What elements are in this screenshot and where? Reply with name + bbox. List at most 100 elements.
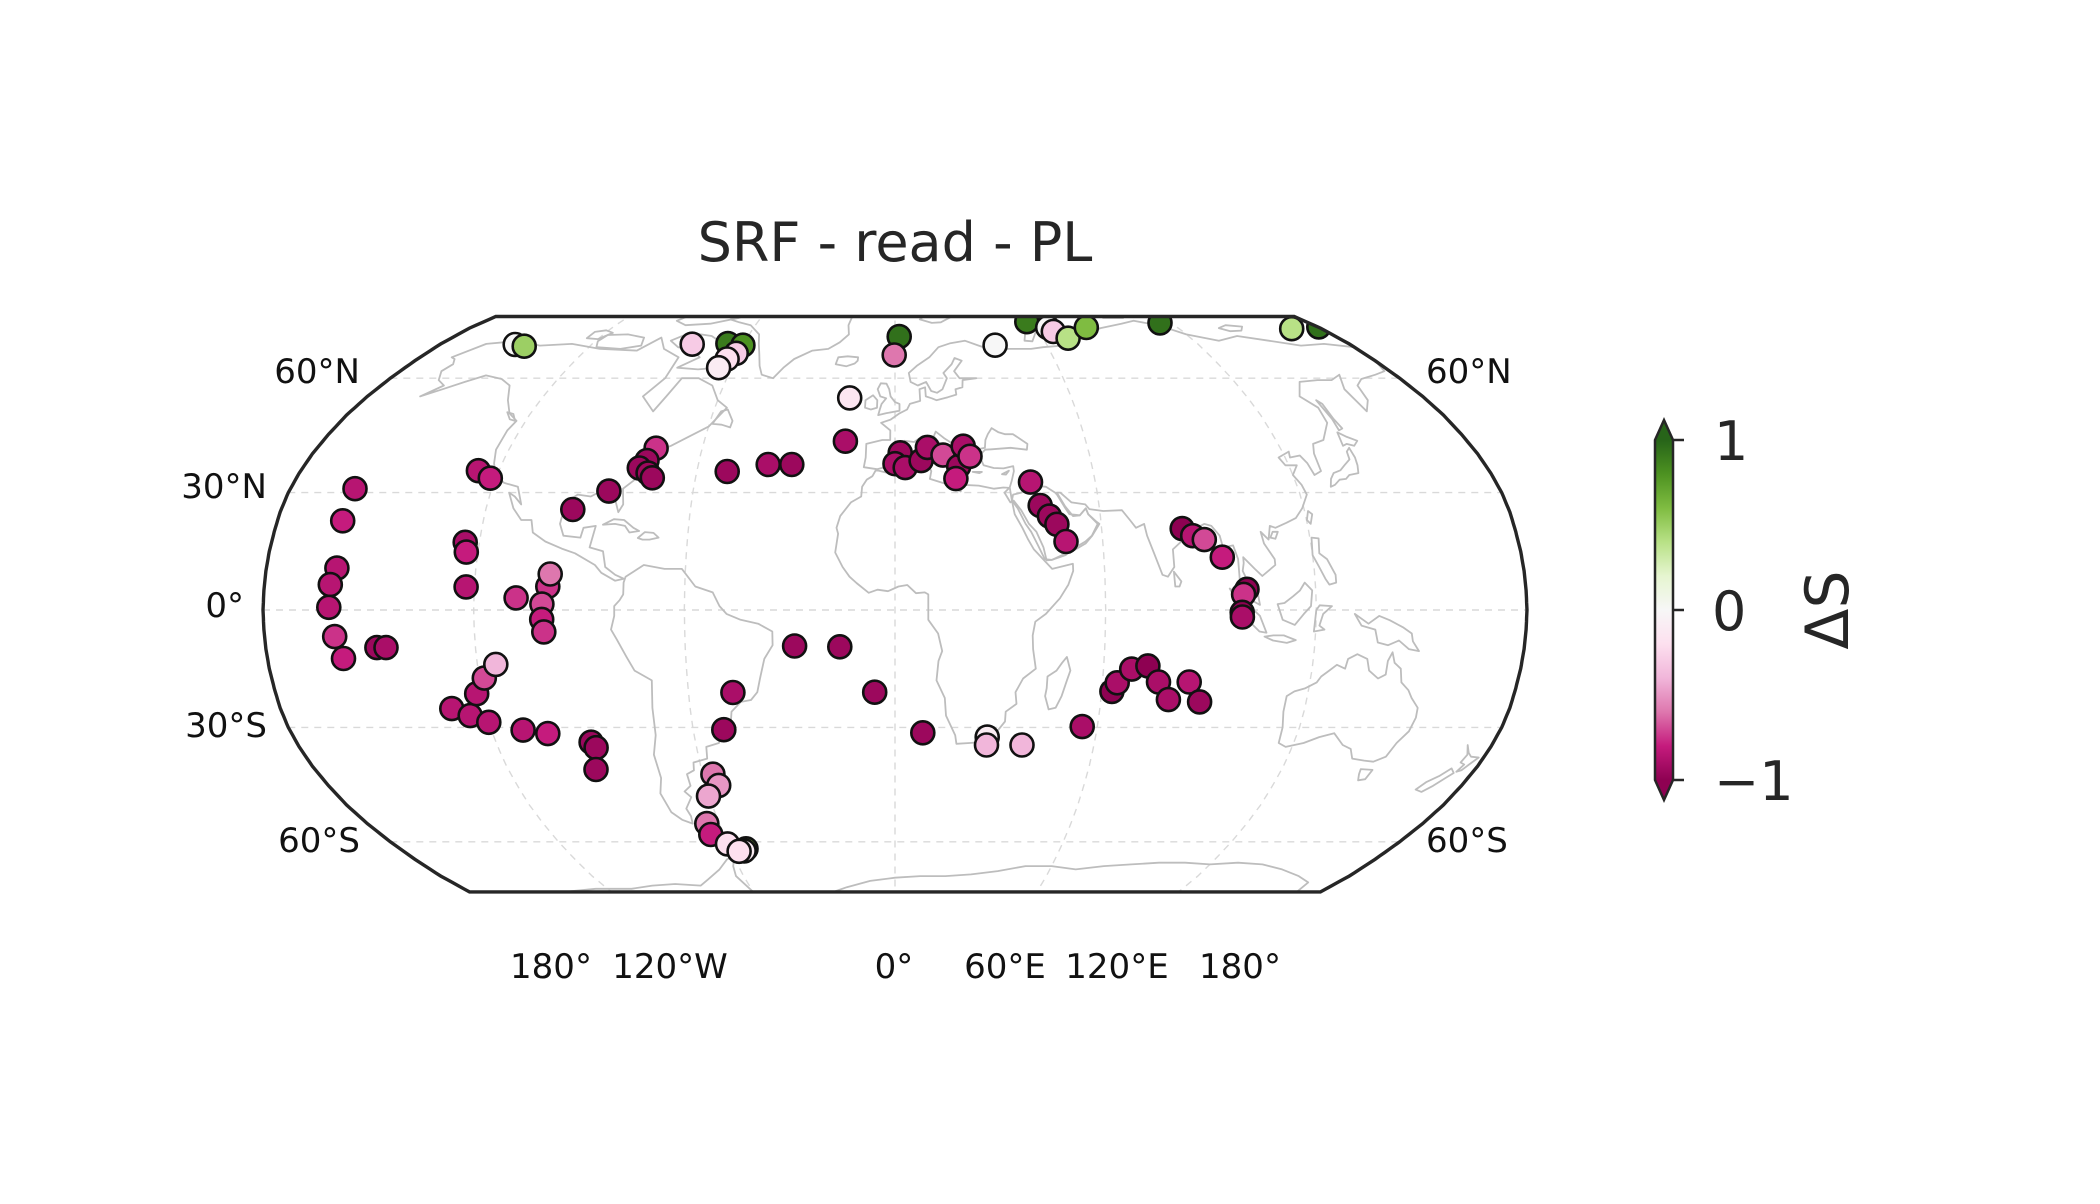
data-point-53 (559, 496, 586, 523)
data-point-85 (710, 716, 737, 743)
lon-label-0: 0° (875, 947, 914, 987)
latitude-labels: 60°N 30°N 0° 30°S 60°S 60°N 60°S (181, 352, 1511, 861)
lon-label-180-right: 180° (1199, 947, 1281, 987)
coastline-victoria-is (595, 333, 645, 350)
coastline-japan (1329, 446, 1360, 488)
data-point-55 (477, 465, 504, 492)
coastline-eurasia (862, 319, 1386, 606)
coastline-java (1263, 634, 1297, 644)
data-point-68 (315, 594, 342, 621)
data-point-69 (321, 623, 348, 650)
lat-label-60n-right: 60°N (1426, 352, 1512, 392)
data-point-60 (503, 585, 529, 611)
data-point-86 (720, 679, 746, 706)
data-point-2 (679, 331, 706, 358)
data-point-95 (726, 838, 752, 865)
data-point-39 (1209, 544, 1236, 571)
colorbar-tick-label-1: 1 (1714, 410, 1748, 473)
data-point-83 (583, 734, 609, 761)
colorbar-label: ΔS (1793, 570, 1863, 649)
lat-label-60s-right: 60°S (1426, 821, 1508, 861)
lon-label-180-left: 180° (510, 947, 592, 987)
coastline-north-america (419, 336, 728, 582)
data-point-65 (329, 507, 356, 534)
data-point-15 (1073, 316, 1100, 341)
coastline-hokkaido (1336, 431, 1359, 447)
data-point-67 (317, 571, 344, 598)
coastline-philippines (1310, 536, 1338, 586)
colorbar-gradient (1655, 440, 1673, 780)
coastline-vancouver (506, 411, 516, 422)
data-point-72 (373, 634, 399, 661)
colorbar-tick-label-0: 0 (1712, 580, 1746, 643)
coastline-madagascar (1044, 656, 1072, 711)
data-point-101 (973, 732, 1000, 758)
coastline-tasmania (1357, 768, 1374, 782)
meridian--60 (683, 316, 784, 892)
data-point-78 (482, 651, 509, 678)
data-point-51 (778, 451, 805, 478)
longitude-labels: 180° 120°W 0° 60°E 120°E 180° (510, 947, 1281, 987)
lat-label-60s-left: 60°S (278, 821, 360, 861)
meridian-60 (1006, 316, 1107, 892)
data-point-20 (832, 428, 859, 455)
data-point-110 (1155, 686, 1182, 713)
coastline-new-guinea (1353, 613, 1420, 652)
data-point-19 (836, 385, 863, 411)
data-point-64 (342, 475, 368, 502)
coastline-cyprus (1001, 469, 1010, 476)
data-point-10 (982, 332, 1008, 359)
coastlines (419, 316, 1480, 892)
coastline-antarctica (488, 853, 1310, 892)
coastline-taiwan (1306, 510, 1314, 525)
data-point-79 (475, 709, 502, 736)
graticule (263, 316, 1527, 892)
coastline-hispaniola (636, 531, 660, 541)
coastline-ireland (864, 394, 879, 411)
coastline-greenland (729, 316, 855, 380)
coastline-new-zealand-s (1414, 767, 1455, 793)
coastline-newfoundland (711, 408, 734, 429)
data-point-109 (1176, 669, 1202, 695)
coastline-uk (876, 382, 901, 416)
lon-label-120e: 120°E (1065, 947, 1168, 987)
coastline-sakhalin (1315, 399, 1344, 432)
data-point-70 (330, 645, 357, 672)
coastline-africa (834, 463, 1075, 745)
globe-outline (261, 314, 1529, 894)
data-point-81 (534, 720, 561, 747)
data-point-63 (530, 619, 557, 645)
lon-label-60e: 60°E (964, 947, 1046, 987)
data-point-73 (453, 574, 479, 600)
lat-label-60n-left: 60°N (274, 352, 360, 392)
data-point-31 (1017, 469, 1044, 495)
data-point-98 (861, 679, 888, 706)
coastline-hainan (1269, 530, 1279, 540)
meridian--120 (472, 316, 672, 892)
data-point-89 (695, 783, 722, 809)
coastline-crete (971, 471, 983, 474)
data-point-7 (705, 354, 732, 381)
data-points (315, 316, 1332, 865)
data-point-96 (781, 633, 808, 659)
data-point-99 (909, 719, 936, 746)
data-point-111 (1186, 689, 1213, 715)
data-point-29 (957, 443, 983, 470)
data-point-102 (1009, 732, 1035, 758)
data-point-49 (714, 458, 741, 485)
chart-title: SRF - read - PL (698, 211, 1093, 274)
lon-label-120w: 120°W (612, 947, 728, 987)
coastline-sulawesi (1313, 604, 1333, 633)
data-point-59 (537, 561, 564, 587)
coastline-south-america (610, 564, 774, 825)
coastline-cuba (602, 518, 641, 534)
colorbar-tick-label-minus1: −1 (1714, 750, 1794, 813)
data-point-1 (511, 333, 538, 360)
coastline-new-siberian (1217, 324, 1243, 333)
colorbar-extend-top (1655, 420, 1673, 440)
data-point-48 (639, 464, 666, 491)
coastline-svalbard (918, 316, 956, 324)
data-point-97 (826, 633, 853, 660)
